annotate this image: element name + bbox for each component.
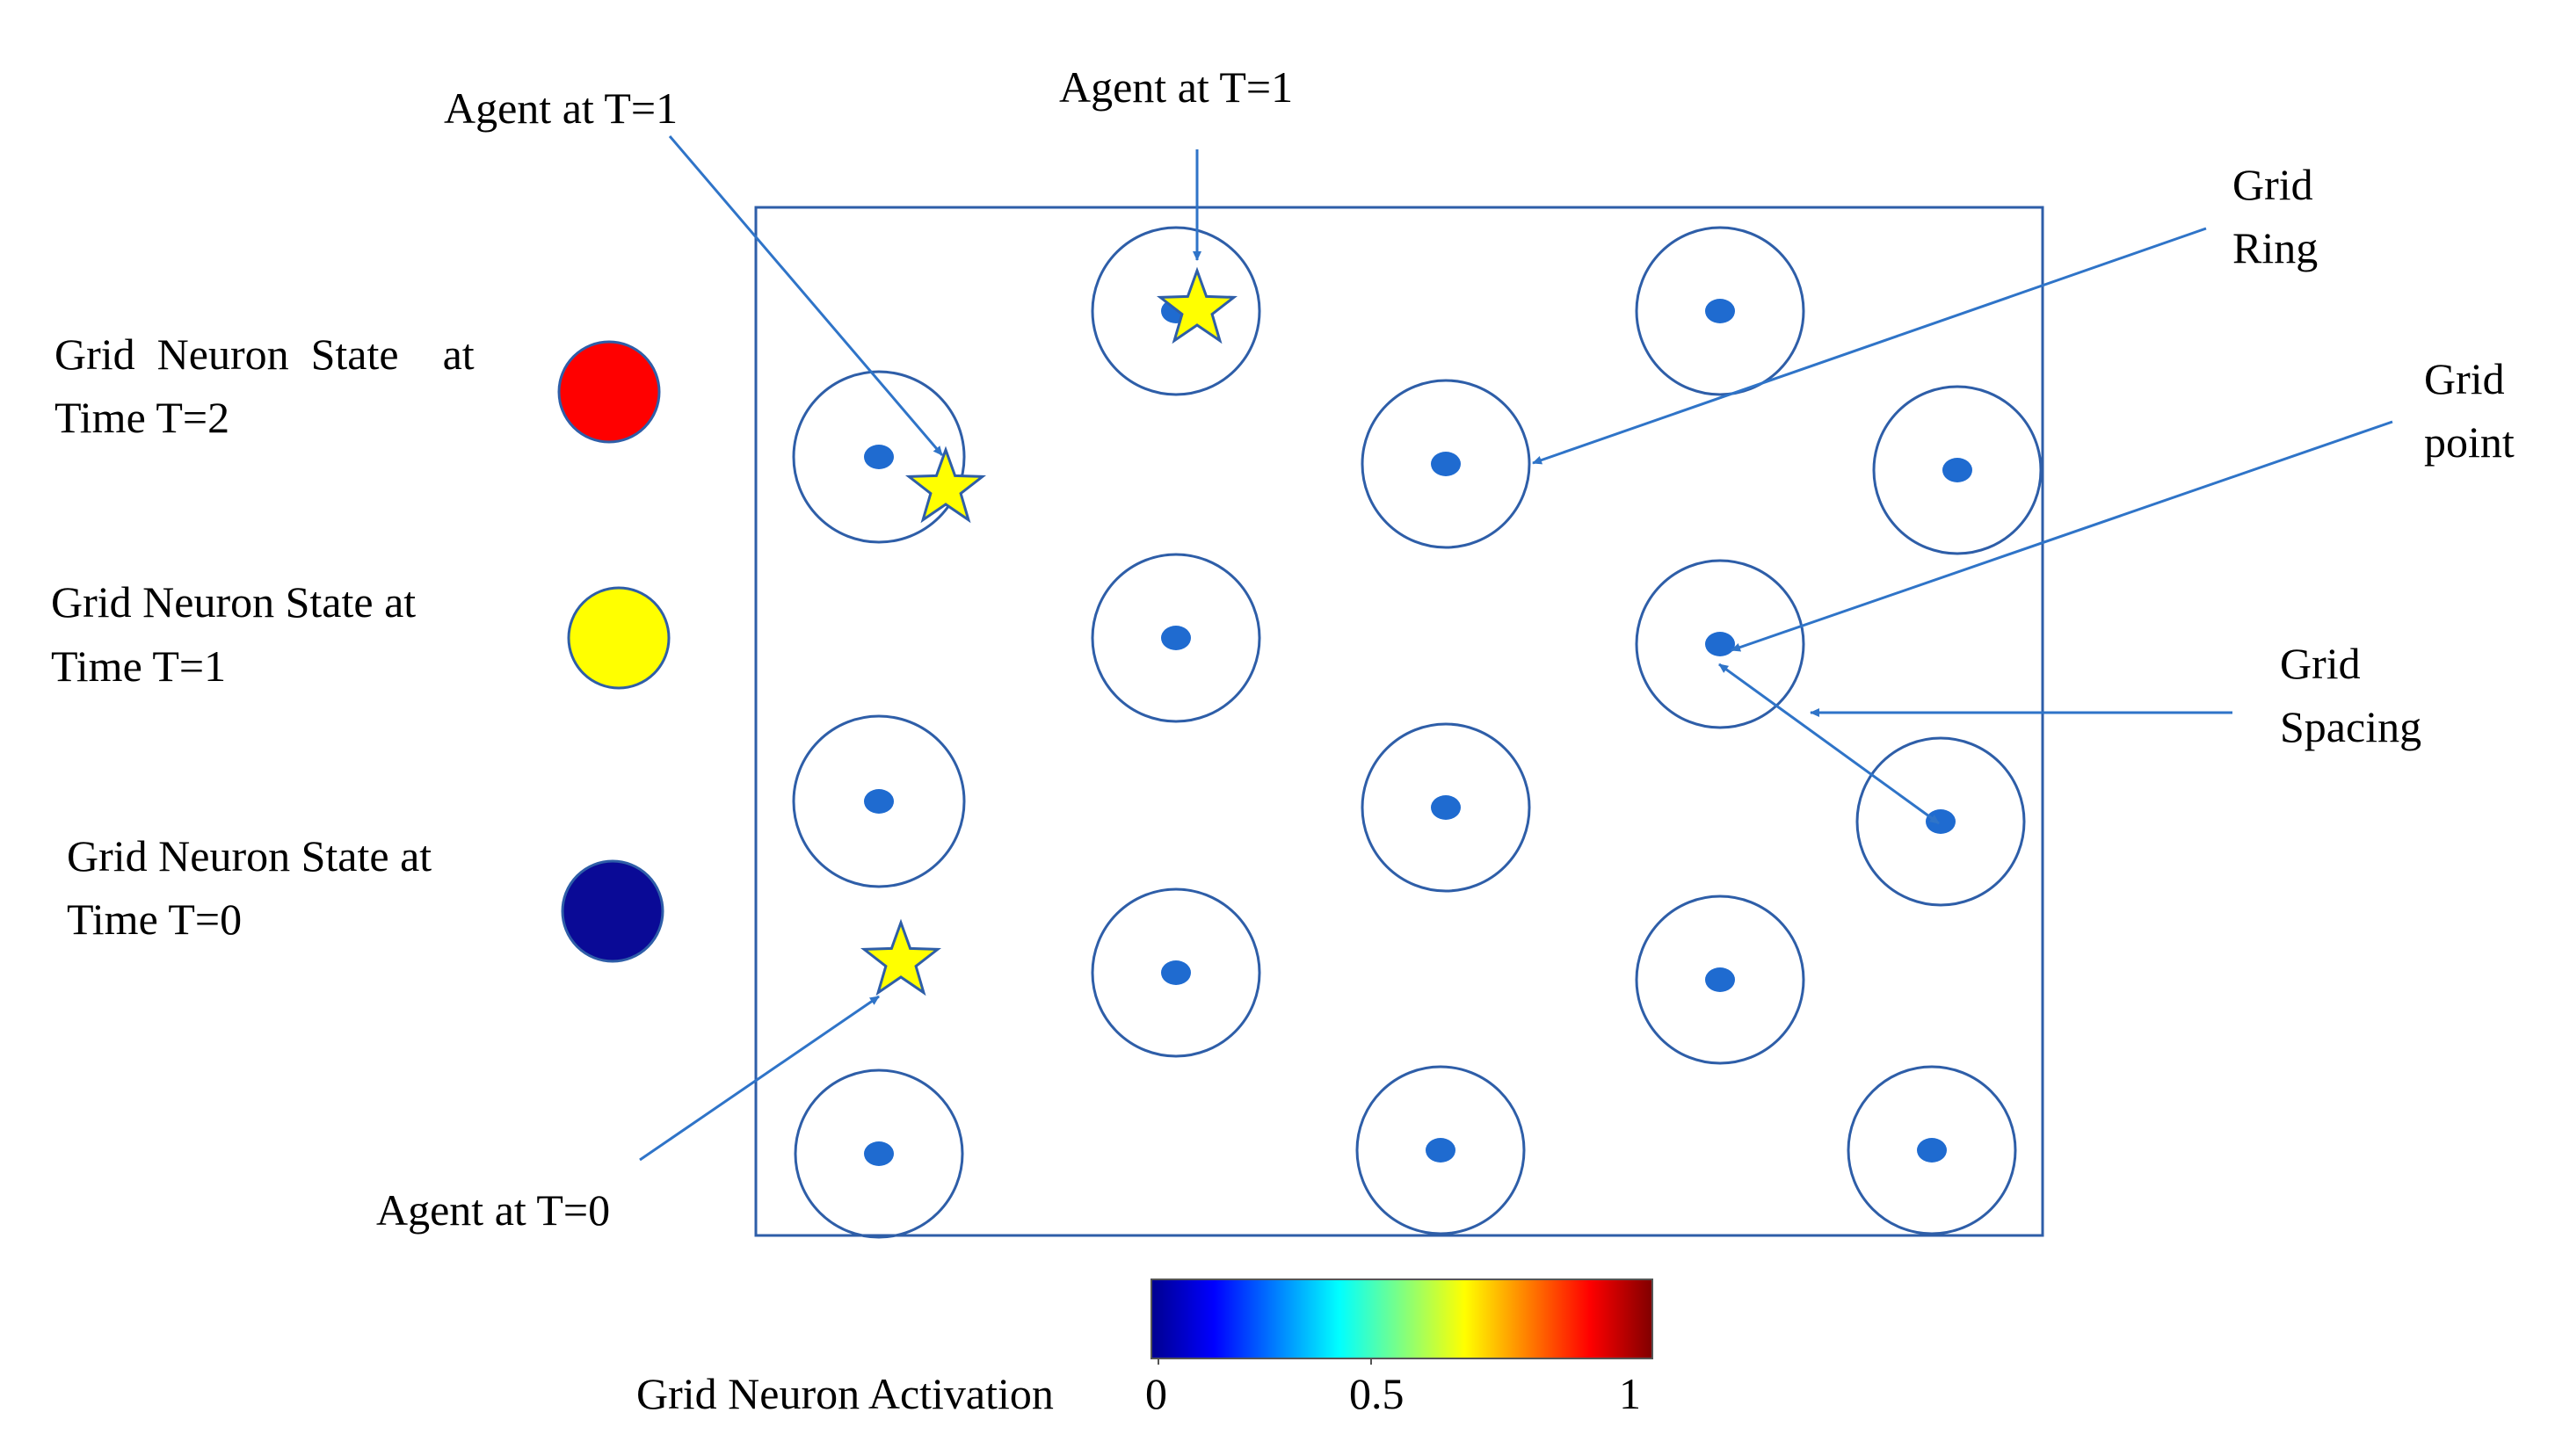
grid-ring-label-line2: Ring [2232,223,2318,272]
grid-point [864,789,894,814]
grid-ring [1091,226,1261,396]
grid-ring [1361,379,1531,549]
grid-point [1426,1138,1455,1163]
grid-spacing-double-arrow [1718,663,1940,825]
grid-point [1705,632,1735,656]
grid-point [1431,452,1461,476]
colorbar-gradient [1150,1279,1653,1359]
agent-t1-top-label: Agent at T=1 [1059,62,1293,112]
grid-cells [792,226,2043,1239]
state-t0-label-line1: Grid Neuron State at [67,831,432,880]
grid-ring [792,370,966,544]
grid-point [864,445,894,469]
colorbar-min-label: 0 [1145,1369,1167,1418]
grid-point [1705,299,1735,323]
state-t2-swatch [557,340,661,444]
state-t1-swatch [567,586,671,690]
agent-t0-label: Agent at T=0 [376,1185,610,1235]
grid-ring [1847,1065,2017,1235]
grid-point [864,1141,894,1166]
grid-ring [1091,887,1261,1058]
agent-t1-top-star [1156,266,1238,344]
grid-point [1161,960,1191,985]
grid-ring [794,1068,964,1239]
grid-point-label-line2: point [2424,417,2515,467]
arrow-agent-t1-left [668,135,944,456]
arrow-agent-t0 [639,995,880,1162]
grid-point [1926,809,1956,834]
agent-t0-star [860,918,942,996]
grid-point [1942,458,1972,482]
grid-spacing-label-line2: Spacing [2280,702,2421,751]
state-t0-label-line2: Time T=0 [67,895,242,944]
grid-ring-label-line1: Grid [2232,160,2313,209]
grid-ring [1355,1065,1526,1235]
agent-t1-left-label: Agent at T=1 [444,83,678,133]
grid-point [1917,1138,1947,1163]
grid-point [1705,967,1735,992]
colorbar-title: Grid Neuron Activation [636,1369,1054,1418]
grid-ring [1872,385,2043,555]
state-t1-label-line1: Grid Neuron State at [51,577,416,627]
grid-point [1161,626,1191,650]
grid-point-label-line1: Grid [2424,354,2505,403]
grid-spacing-label-line1: Grid [2280,639,2361,688]
arrow-grid-point [1731,420,2393,652]
state-t1-label-line2: Time T=1 [51,641,226,691]
colorbar-mid-label: 0.5 [1349,1369,1405,1418]
activation-colorbar: Grid Neuron Activation 0 0.5 1 [636,1279,1653,1418]
grid-point [1431,795,1461,820]
grid-ring [1635,895,1805,1065]
environment-frame [754,206,2044,1237]
grid-ring [792,714,966,888]
arrow-grid-ring [1532,227,2207,465]
annotation-labels: Agent at T=1 Agent at T=1 Agent at T=0 G… [376,62,2515,1235]
agent-t1-left-star [904,445,987,524]
agent-markers [860,266,1238,996]
grid-ring [1361,722,1531,893]
state-t0-swatch [561,859,664,963]
state-t2-label-line2: Time T=2 [54,393,229,442]
annotation-arrows [639,135,2393,1162]
grid-ring [1635,226,1805,396]
grid-ring [1091,553,1261,723]
state-legend: Grid Neuron State at Time T=2 Grid Neuro… [51,330,671,963]
colorbar-max-label: 1 [1619,1369,1641,1418]
state-t2-label-line1: Grid Neuron State at [54,330,475,379]
